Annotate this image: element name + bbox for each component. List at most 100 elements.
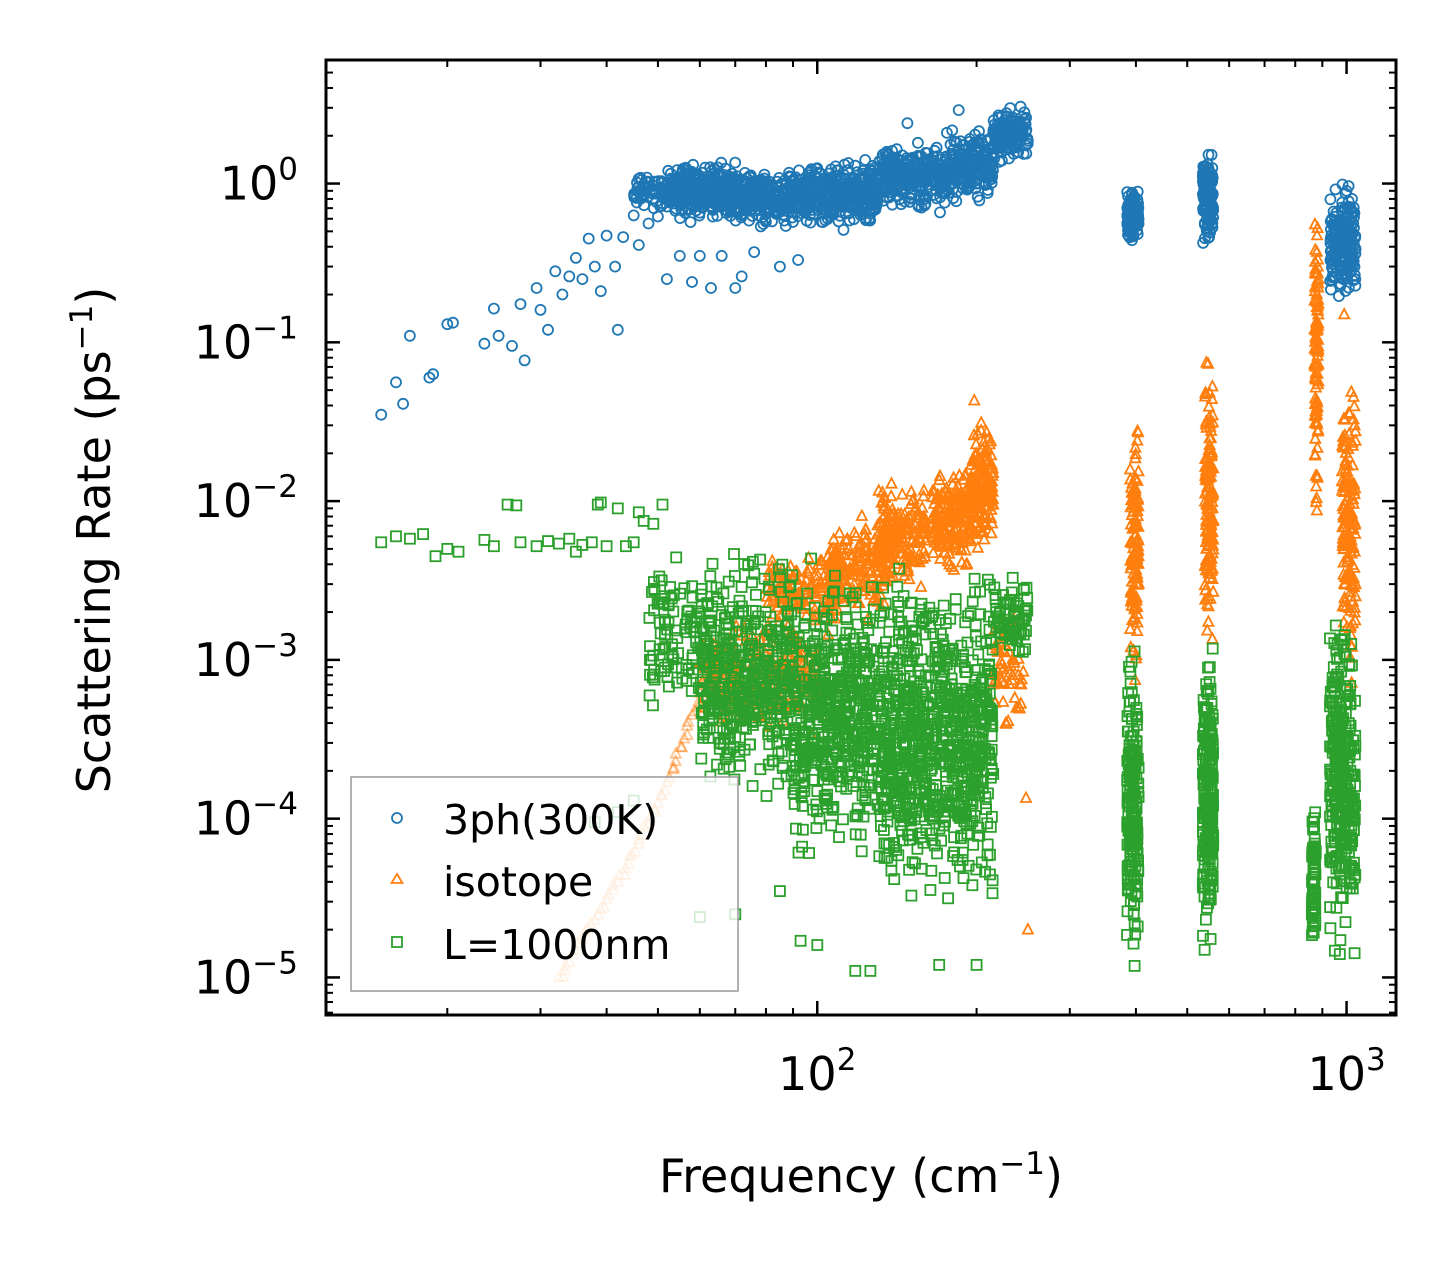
- 3ph-300k--point: [941, 126, 953, 139]
- 3ph-300k--point: [839, 207, 852, 220]
- 3ph-300k--point: [876, 180, 889, 193]
- 3ph-300k--point: [946, 183, 959, 196]
- 3ph-300k--point: [961, 183, 974, 196]
- 3ph-300k--point: [518, 354, 531, 367]
- 3ph-300k--point: [735, 195, 747, 208]
- 3ph-300k--point: [850, 201, 862, 214]
- 3ph-300k--point: [826, 191, 838, 204]
- 3ph-300k--point: [915, 150, 928, 163]
- 3ph-300k--point: [704, 195, 716, 208]
- 3ph-300k--point: [909, 156, 921, 169]
- 3ph-300k--point: [969, 153, 982, 166]
- 3ph-300k--point: [403, 329, 416, 342]
- 3ph-300k--point: [492, 329, 505, 342]
- 3ph-300k--point: [968, 136, 981, 149]
- 3ph-300k--point: [753, 179, 766, 192]
- 3ph-300k--point: [423, 371, 436, 384]
- 3ph-300k--point: [909, 162, 922, 175]
- 3ph-300k--point: [823, 206, 836, 219]
- 3ph-300k--point: [829, 170, 842, 182]
- 3ph-300k--point: [925, 157, 938, 170]
- 3ph-300k--point: [787, 216, 799, 228]
- 3ph-300k--point: [775, 201, 788, 214]
- 3ph-300k--point: [876, 176, 889, 188]
- 3ph-300k--point: [427, 368, 440, 381]
- 3ph-300k--point: [817, 203, 829, 216]
- 3ph-300k--point: [960, 160, 972, 173]
- 3ph-300k--point: [549, 265, 562, 278]
- 3ph-300k--point: [563, 270, 576, 283]
- 3ph-300k--point: [892, 170, 905, 183]
- 3ph-300k--point: [857, 164, 869, 177]
- 3ph-300k--point: [969, 174, 982, 187]
- 3ph-300k--point: [775, 178, 788, 191]
- 3ph-300k--point: [711, 161, 724, 174]
- 3ph-300k--point: [671, 182, 683, 195]
- 3ph-300k--point: [741, 197, 754, 210]
- 3ph-300k--point: [981, 187, 994, 199]
- 3ph-300k--point: [611, 323, 624, 336]
- 3ph-300k--point: [1009, 130, 1022, 143]
- 3ph-300k--point: [648, 202, 660, 215]
- 3ph-300k--point: [890, 143, 903, 156]
- 3ph-300k--point: [637, 187, 650, 200]
- 3ph-300k--point: [930, 184, 943, 197]
- 3ph-300k--point: [733, 190, 746, 203]
- 3ph-300k--point: [974, 152, 987, 165]
- 3ph-300k--point: [863, 203, 876, 216]
- 3ph-300k--point: [805, 172, 817, 185]
- 3ph-300k--point: [863, 167, 875, 180]
- 3ph-300k--point: [855, 182, 868, 195]
- 3ph-300k--point: [978, 162, 991, 174]
- 3ph-300k--point: [992, 127, 1005, 140]
- 3ph-300k--point: [759, 213, 771, 226]
- 3ph-300k--point: [804, 209, 816, 222]
- 3ph-300k--point: [990, 122, 1002, 135]
- 3ph-300k--point: [751, 186, 764, 199]
- 3ph-300k--point: [838, 158, 851, 171]
- 3ph-300k--point: [441, 318, 454, 331]
- 3ph-300k--point: [891, 189, 904, 202]
- 3ph-300k--point: [870, 200, 883, 213]
- 3ph-300k--point: [860, 214, 872, 227]
- 3ph-300k--point: [673, 249, 686, 262]
- 3ph-300k--point: [934, 206, 946, 219]
- 3ph-300k--point: [988, 152, 1001, 165]
- 3ph-300k--point: [642, 217, 655, 230]
- 3ph-300k--point: [859, 154, 872, 166]
- 3ph-300k--point: [862, 192, 875, 204]
- 3ph-300k--point: [979, 178, 992, 191]
- 3ph-300k--point: [908, 173, 920, 186]
- 3ph-300k--point: [530, 282, 543, 294]
- 3ph-300k--point: [816, 216, 829, 229]
- 3ph-300k--point: [873, 162, 886, 175]
- 3ph-300k--point: [711, 194, 723, 207]
- 3ph-300k--point: [800, 214, 813, 227]
- 3ph-300k--point: [694, 179, 706, 192]
- 3ph-300k--point: [478, 337, 491, 350]
- 3ph-300k--point: [760, 193, 773, 206]
- 3ph-300k--point: [946, 124, 959, 137]
- 3ph-300k--point: [731, 177, 744, 190]
- 3ph-300k--point: [737, 178, 750, 191]
- 3ph-300k--point: [1006, 115, 1019, 128]
- 3ph-300k--point: [729, 214, 742, 227]
- 3ph-300k--point: [851, 166, 864, 179]
- 3ph-300k--point: [773, 171, 785, 184]
- 3ph-300k--point: [1019, 118, 1032, 131]
- 3ph-300k--point: [884, 181, 897, 194]
- 3ph-300k--point: [886, 198, 899, 211]
- 3ph-300k--point: [570, 251, 582, 264]
- 3ph-300k--point: [950, 166, 963, 179]
- 3ph-300k--point: [783, 189, 795, 202]
- 3ph-300k--point: [976, 136, 988, 149]
- 3ph-300k--point: [783, 166, 795, 179]
- 3ph-300k--point: [690, 204, 703, 217]
- 3ph-300k--point: [947, 177, 960, 190]
- 3ph-300k--point: [851, 193, 864, 206]
- 3ph-300k--point: [964, 177, 976, 190]
- 3ph-300k--point: [1001, 133, 1014, 146]
- 3ph-300k--point: [686, 276, 698, 288]
- 3ph-300k--point: [802, 188, 814, 200]
- 3ph-300k--point: [952, 145, 964, 157]
